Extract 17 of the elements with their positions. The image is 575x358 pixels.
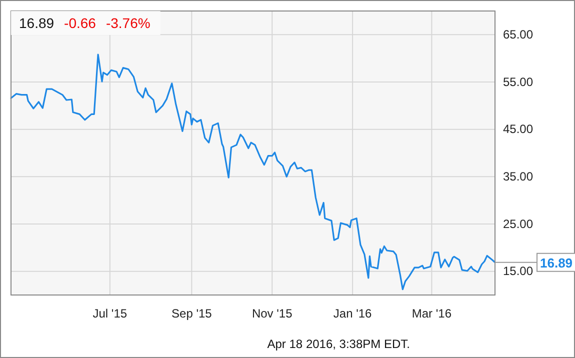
y-tick-label: 55.00 (503, 74, 534, 89)
annotation: -3.76% (106, 15, 150, 31)
x-tick-label: Jan '16 (333, 306, 372, 321)
line-series (10, 54, 496, 290)
y-tick-label: 15.00 (503, 264, 534, 278)
y-tick-label: 35.00 (503, 170, 534, 184)
text: Apr 18 2016, 3:38PM EDT. (267, 337, 410, 351)
x-tick-label: Nov '15 (252, 306, 293, 321)
y-tick-label: 65.00 (503, 28, 534, 42)
x-tick-label: Jul '15 (92, 306, 128, 321)
annotation: -0.66 (64, 15, 96, 31)
y-tick-label: 25.00 (503, 216, 534, 231)
x-tick-label: Sep '15 (172, 306, 212, 321)
y-tick-label: 45.00 (503, 122, 534, 136)
x-tick-label: Mar '16 (412, 306, 452, 321)
annotation: 16.89 (540, 255, 573, 270)
annotation: 16.89 (19, 15, 54, 31)
